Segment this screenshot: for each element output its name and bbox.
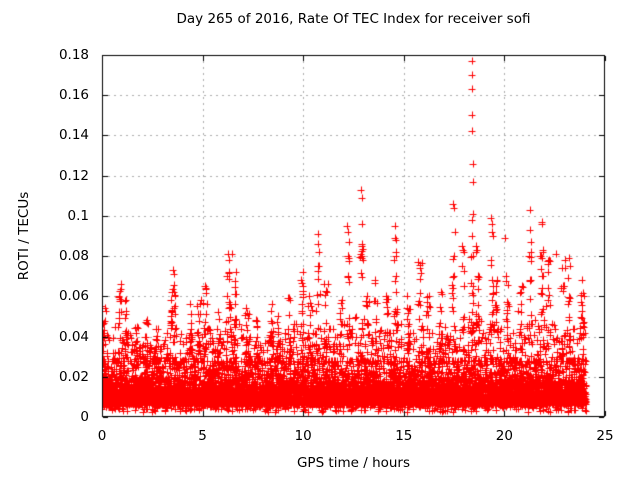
y-axis-label-box: ROTI / TECUs <box>8 55 40 417</box>
y-tick-label: 0.02 <box>58 368 89 385</box>
y-tick-label: 0.14 <box>58 127 89 144</box>
x-axis-label: GPS time / hours <box>296 455 411 471</box>
x-tick-label: 5 <box>198 428 207 444</box>
y-tick-label: 0.18 <box>58 47 89 63</box>
y-tick-label: 0.08 <box>58 248 89 265</box>
y-tick-label: 0.1 <box>67 207 89 224</box>
y-axis-label: ROTI / TECUs <box>16 191 33 281</box>
y-tick-label: 0 <box>80 409 89 425</box>
x-tick-label: 20 <box>495 428 513 444</box>
y-tick-label: 0.04 <box>58 328 89 345</box>
x-tick-label: 0 <box>97 428 107 444</box>
chart-title: Day 265 of 2016, Rate Of TEC Index for r… <box>176 11 531 27</box>
y-tick-label: 0.12 <box>58 167 89 184</box>
y-tick-label: 0.06 <box>58 288 89 305</box>
x-tick-label: 10 <box>294 428 312 444</box>
y-tick-label: 0.16 <box>58 87 89 104</box>
x-tick-label: 15 <box>395 428 413 444</box>
x-tick-label: 25 <box>596 428 614 444</box>
